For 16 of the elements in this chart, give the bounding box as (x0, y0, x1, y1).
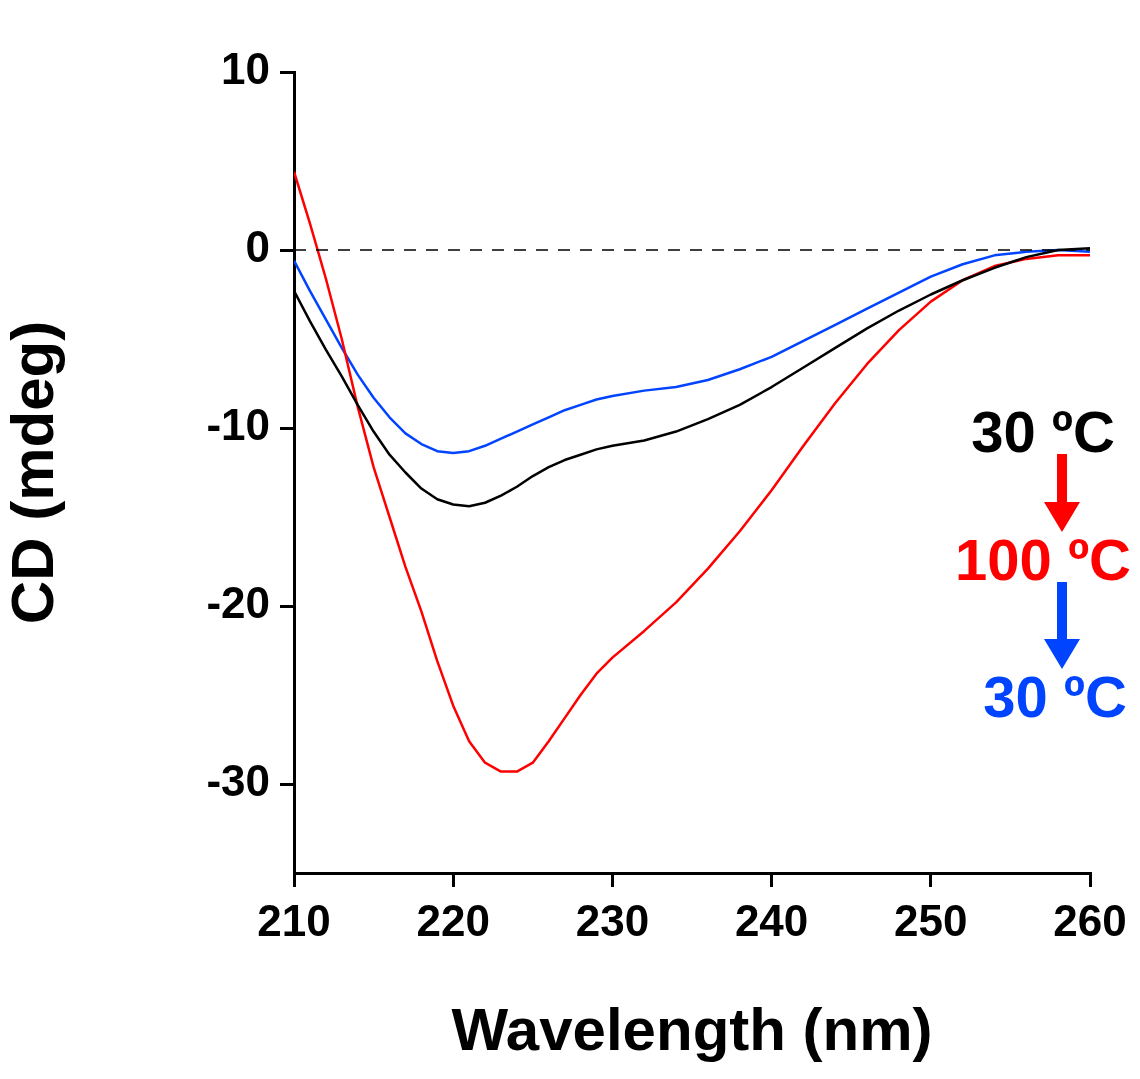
x-tick-label: 260 (1053, 895, 1127, 945)
y-tick-label: -10 (206, 400, 270, 450)
x-tick-label: 250 (894, 895, 968, 945)
y-tick-label: -30 (206, 756, 270, 806)
legend-label: 100 ºC (955, 527, 1131, 592)
x-tick-label: 230 (575, 895, 650, 945)
y-tick-label: 10 (221, 44, 270, 94)
y-tick-label: -20 (206, 578, 270, 628)
x-tick-label: 210 (257, 895, 331, 945)
legend-label: 30 ºC (983, 664, 1127, 729)
series-label: 30 ºC (971, 399, 1115, 464)
x-tick-label: 240 (734, 895, 809, 945)
y-axis-title: CD (mdeg) (0, 320, 66, 625)
x-axis-title: Wavelength (nm) (451, 995, 933, 1063)
y-tick-label: 0 (245, 222, 270, 272)
x-tick-label: 220 (416, 895, 490, 945)
